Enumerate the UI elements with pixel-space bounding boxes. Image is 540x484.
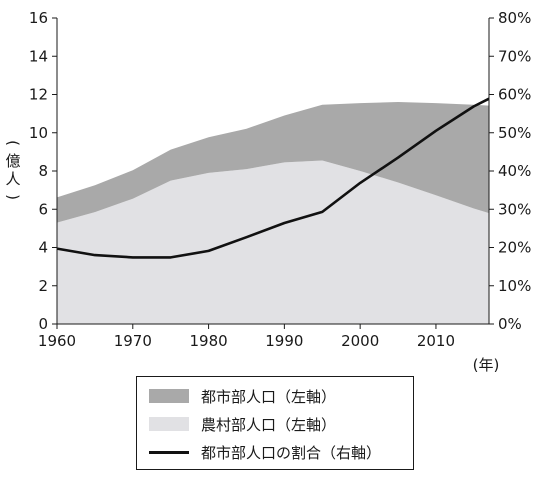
x-tick-label: 1960 bbox=[38, 332, 76, 350]
x-axis-label: (年) bbox=[473, 356, 500, 374]
area-urban-population bbox=[57, 102, 489, 223]
y-tick-label-right: 10% bbox=[498, 277, 531, 295]
y-tick-label-right: 30% bbox=[498, 200, 531, 218]
y-tick-label-right: 80% bbox=[498, 9, 531, 27]
x-tick-label: 2000 bbox=[341, 332, 379, 350]
x-tick-label: 1970 bbox=[114, 332, 152, 350]
x-tick-label: 1980 bbox=[189, 332, 227, 350]
legend-item-urban-ratio: 都市部人口の割合（右軸） bbox=[149, 441, 381, 463]
legend-swatch-urban-ratio bbox=[149, 450, 189, 454]
x-tick-label: 1990 bbox=[265, 332, 303, 350]
legend-swatch-rural bbox=[149, 417, 189, 431]
y-tick-label-left: 16 bbox=[29, 9, 48, 27]
y-tick-label-left: 0 bbox=[38, 315, 48, 333]
y-tick-label-right: 0% bbox=[498, 315, 522, 333]
y-tick-label-right: 40% bbox=[498, 162, 531, 180]
y-tick-label-right: 60% bbox=[498, 86, 531, 104]
legend-item-urban: 都市部人口（左軸） bbox=[149, 385, 336, 407]
y-tick-label-right: 50% bbox=[498, 124, 531, 142]
legend-label-rural: 農村部人口（左軸） bbox=[201, 415, 337, 434]
y-tick-label-right: 70% bbox=[498, 47, 531, 65]
y-tick-label-right: 20% bbox=[498, 239, 531, 257]
y-tick-label-left: 10 bbox=[29, 124, 48, 142]
legend-label-urban-ratio: 都市部人口の割合（右軸） bbox=[201, 443, 382, 462]
x-tick-label: 2010 bbox=[417, 332, 455, 350]
plot-area bbox=[56, 97, 490, 324]
legend-item-rural: 農村部人口（左軸） bbox=[149, 413, 336, 435]
y-tick-label-left: 8 bbox=[38, 162, 48, 180]
y-tick-label-left: 2 bbox=[38, 277, 48, 295]
axes: 0 2 4 6 8 10 12 14 16 0% 10% 20% 30% 40% 50% 60% 70% 80% 1… bbox=[4, 9, 531, 374]
y-axis-label-char: 人 bbox=[5, 170, 20, 188]
y-axis-label-char: 億 bbox=[5, 152, 20, 170]
y-axis-label-char: ) bbox=[4, 194, 22, 200]
y-tick-label-left: 6 bbox=[38, 200, 48, 218]
line-urban-ratio bbox=[56, 97, 490, 259]
y-tick-label-left: 4 bbox=[38, 239, 48, 257]
y-tick-label-left: 12 bbox=[29, 86, 48, 104]
y-tick-label-left: 14 bbox=[29, 47, 48, 65]
y-axis-label-char: ( bbox=[4, 140, 22, 146]
legend-swatch-urban bbox=[149, 389, 189, 403]
legend-label-urban: 都市部人口（左軸） bbox=[201, 387, 337, 406]
legend: 都市部人口（左軸） 農村部人口（左軸） 都市部人口の割合（右軸） bbox=[136, 376, 414, 470]
area-rural-population bbox=[57, 160, 489, 324]
y-axis-label: ( 億人) bbox=[4, 140, 22, 200]
